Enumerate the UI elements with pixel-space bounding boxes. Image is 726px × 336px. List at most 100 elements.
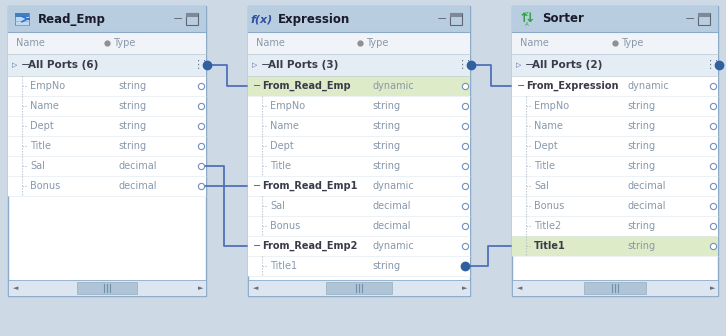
Bar xyxy=(512,136,718,156)
Text: string: string xyxy=(372,261,401,271)
Text: Dept: Dept xyxy=(270,141,294,151)
Bar xyxy=(512,76,718,96)
Bar xyxy=(248,96,470,116)
Text: EmpNo: EmpNo xyxy=(30,81,65,91)
Bar xyxy=(512,156,718,176)
Text: dynamic: dynamic xyxy=(372,241,414,251)
Text: −: − xyxy=(21,60,30,70)
Bar xyxy=(8,176,206,196)
Text: −: − xyxy=(525,60,534,70)
Text: From_Read_Emp: From_Read_Emp xyxy=(262,81,351,91)
Bar xyxy=(698,13,710,25)
Bar xyxy=(8,6,206,296)
Bar xyxy=(248,156,470,176)
Bar xyxy=(248,136,470,156)
Bar xyxy=(248,116,470,136)
Bar xyxy=(248,216,470,236)
Text: −: − xyxy=(253,81,261,91)
Bar xyxy=(248,176,470,196)
Text: A: A xyxy=(525,22,529,27)
Bar xyxy=(8,136,206,156)
Bar xyxy=(512,176,718,196)
Text: Dept: Dept xyxy=(30,121,54,131)
Bar xyxy=(512,96,718,116)
Text: string: string xyxy=(627,161,656,171)
Bar xyxy=(248,76,470,96)
Text: Sal: Sal xyxy=(534,181,549,191)
Bar xyxy=(248,6,470,296)
Text: Title1: Title1 xyxy=(270,261,297,271)
Text: ⋮: ⋮ xyxy=(192,60,203,70)
Bar xyxy=(186,13,198,17)
Text: Dept: Dept xyxy=(534,141,558,151)
Text: string: string xyxy=(627,121,656,131)
Bar xyxy=(8,280,206,296)
Text: Title: Title xyxy=(270,161,291,171)
Text: f(x): f(x) xyxy=(251,14,273,24)
Text: Name: Name xyxy=(270,121,299,131)
Bar xyxy=(8,76,206,96)
Bar xyxy=(248,280,470,296)
Text: ⋮: ⋮ xyxy=(456,60,467,70)
Bar xyxy=(186,13,198,25)
Text: Name: Name xyxy=(520,38,549,48)
Bar xyxy=(450,13,462,25)
Bar xyxy=(8,32,206,54)
Text: string: string xyxy=(372,161,401,171)
Bar xyxy=(512,280,718,296)
Bar xyxy=(248,236,470,256)
Text: ▷: ▷ xyxy=(12,62,17,68)
Text: All Ports (6): All Ports (6) xyxy=(28,60,99,70)
Bar xyxy=(584,282,646,294)
Text: ↑: ↑ xyxy=(519,12,529,26)
Text: string: string xyxy=(627,101,656,111)
Text: All Ports (3): All Ports (3) xyxy=(268,60,338,70)
Bar xyxy=(512,116,718,136)
Bar xyxy=(698,13,710,17)
Text: Title1: Title1 xyxy=(534,241,566,251)
Text: ◄: ◄ xyxy=(253,285,258,291)
Bar xyxy=(512,54,718,76)
Text: —: — xyxy=(686,14,694,24)
Text: string: string xyxy=(119,121,147,131)
Bar xyxy=(248,196,470,216)
Bar xyxy=(326,282,392,294)
Text: decimal: decimal xyxy=(372,201,411,211)
Text: decimal: decimal xyxy=(119,161,158,171)
Bar xyxy=(8,6,206,32)
Text: All Ports (2): All Ports (2) xyxy=(532,60,603,70)
Text: Name: Name xyxy=(534,121,563,131)
Text: Name: Name xyxy=(16,38,45,48)
Bar xyxy=(8,96,206,116)
Text: string: string xyxy=(627,241,656,251)
Bar xyxy=(512,216,718,236)
Bar xyxy=(8,156,206,176)
Bar xyxy=(8,116,206,136)
Text: EmpNo: EmpNo xyxy=(534,101,569,111)
Text: Type: Type xyxy=(113,38,135,48)
Bar xyxy=(512,6,718,32)
Text: −: − xyxy=(253,181,261,191)
Bar xyxy=(450,13,462,17)
Text: string: string xyxy=(372,121,401,131)
Text: ⋮: ⋮ xyxy=(710,60,721,70)
Bar xyxy=(248,256,470,276)
Bar xyxy=(77,282,136,294)
Text: string: string xyxy=(372,141,401,151)
Text: decimal: decimal xyxy=(627,201,666,211)
Text: string: string xyxy=(119,101,147,111)
Text: string: string xyxy=(372,101,401,111)
Text: Sal: Sal xyxy=(270,201,285,211)
Text: −: − xyxy=(261,60,270,70)
Text: ⋮: ⋮ xyxy=(198,60,209,70)
Text: Title2: Title2 xyxy=(534,221,561,231)
Text: From_Read_Emp2: From_Read_Emp2 xyxy=(262,241,357,251)
Bar xyxy=(512,32,718,54)
Text: dynamic: dynamic xyxy=(372,81,414,91)
Text: Type: Type xyxy=(367,38,388,48)
Text: Bonus: Bonus xyxy=(270,221,301,231)
Text: Bonus: Bonus xyxy=(534,201,564,211)
Text: —: — xyxy=(174,14,182,24)
Bar xyxy=(248,54,470,76)
Text: string: string xyxy=(119,81,147,91)
